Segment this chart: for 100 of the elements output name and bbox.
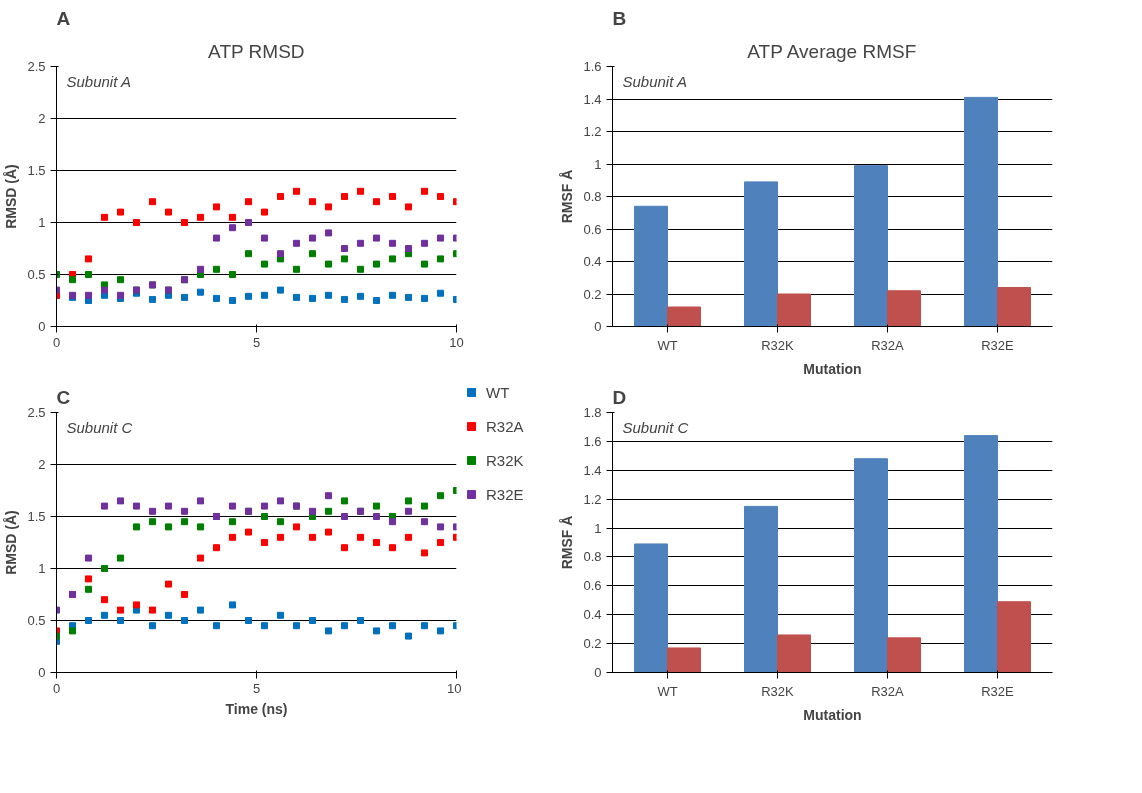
- point: [437, 234, 444, 242]
- point: [277, 611, 284, 619]
- point: [421, 294, 428, 302]
- point: [165, 208, 172, 216]
- y-tick-label: 1.6: [583, 59, 602, 74]
- x-tick-label: R32K: [761, 337, 795, 353]
- x-tick-label: 0: [52, 334, 61, 350]
- x-tick-label: R32E: [981, 683, 1015, 699]
- point: [101, 286, 108, 294]
- point: [213, 203, 220, 211]
- y-tick-label: 0: [594, 319, 602, 334]
- point: [373, 198, 380, 206]
- point: [421, 622, 428, 630]
- point: [69, 276, 76, 284]
- point: [261, 208, 268, 216]
- point: [357, 265, 364, 273]
- point: [229, 224, 236, 232]
- point: [165, 502, 172, 510]
- point: [389, 622, 396, 630]
- point: [149, 507, 156, 515]
- bar: [854, 458, 888, 673]
- point: [197, 523, 204, 531]
- point: [101, 596, 108, 604]
- point: [117, 276, 124, 284]
- point: [101, 213, 108, 221]
- point: [405, 533, 412, 541]
- x-tick-label: 5: [252, 680, 261, 696]
- point: [309, 250, 316, 258]
- point: [357, 292, 364, 300]
- point: [277, 518, 284, 526]
- point: [341, 544, 348, 552]
- point: [325, 229, 332, 237]
- point: [181, 617, 188, 624]
- point: [197, 288, 204, 296]
- y-tick-label: 0: [38, 665, 46, 680]
- point: [357, 533, 364, 541]
- x-tick-label: R32K: [761, 683, 795, 699]
- y-tick-label: 1.4: [583, 462, 602, 478]
- point: [437, 627, 444, 635]
- x-tick-label: 5: [252, 334, 261, 350]
- point: [261, 502, 268, 510]
- point: [229, 518, 236, 526]
- point: [165, 523, 172, 531]
- chart-title: ATP RMSD: [208, 40, 305, 62]
- point: [373, 260, 380, 268]
- point: [357, 617, 364, 624]
- point: [117, 208, 124, 216]
- point: [389, 193, 396, 200]
- point: [165, 580, 172, 588]
- point: [309, 533, 316, 541]
- point: [341, 193, 348, 200]
- point: [437, 492, 444, 500]
- point: [229, 533, 236, 541]
- point: [69, 627, 76, 635]
- legend-label: R32E: [486, 485, 524, 503]
- y-tick-label: 0.2: [583, 286, 602, 302]
- bar: [744, 181, 778, 327]
- bar: [634, 543, 668, 673]
- point: [341, 295, 348, 303]
- point: [405, 507, 412, 515]
- x-tick-label: R32E: [981, 337, 1015, 353]
- y-tick-label: 1.2: [583, 491, 602, 507]
- point: [357, 239, 364, 247]
- legend-label: R32A: [486, 417, 524, 435]
- y-tick-label: 2: [38, 111, 46, 126]
- point: [293, 523, 300, 531]
- point: [261, 234, 268, 242]
- point: [149, 518, 156, 526]
- point: [245, 292, 252, 300]
- y-tick-label: 1: [38, 561, 46, 576]
- point: [405, 497, 412, 505]
- point: [181, 507, 188, 515]
- point: [437, 523, 444, 531]
- point: [389, 544, 396, 552]
- point: [101, 502, 108, 510]
- point: [389, 291, 396, 299]
- y-tick-label: 0.5: [27, 613, 46, 628]
- point: [421, 260, 428, 268]
- bar: [997, 287, 1031, 327]
- point: [341, 245, 348, 252]
- point: [309, 198, 316, 206]
- point: [197, 606, 204, 614]
- y-tick-label: 1: [38, 215, 46, 230]
- legend-label: WT: [486, 383, 510, 401]
- point: [213, 294, 220, 302]
- point: [149, 606, 156, 614]
- point: [101, 565, 108, 572]
- point: [373, 234, 380, 242]
- point: [261, 539, 268, 546]
- point: [421, 187, 428, 195]
- point: [261, 622, 268, 630]
- point: [341, 513, 348, 520]
- chart-title: ATP Average RMSF: [747, 40, 917, 62]
- point: [133, 219, 140, 226]
- y-tick-label: 0.4: [583, 607, 602, 623]
- point: [197, 213, 204, 221]
- annotation: Subunit C: [66, 418, 133, 436]
- point: [277, 250, 284, 258]
- point: [421, 518, 428, 526]
- y-tick-label: 1.5: [27, 163, 46, 178]
